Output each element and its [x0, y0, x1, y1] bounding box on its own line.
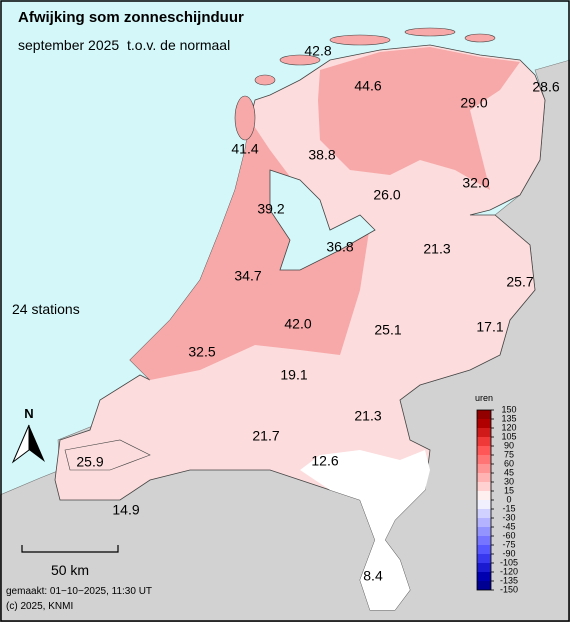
island	[64, 439, 151, 471]
colorbar-cell	[477, 554, 491, 563]
tick-label: 15	[504, 485, 514, 495]
tick-label: -150	[500, 584, 518, 594]
station-value: 42.0	[284, 316, 311, 332]
tick-label: -60	[502, 530, 515, 540]
island	[464, 33, 496, 43]
tick-label: -30	[502, 512, 515, 522]
station-value: 12.6	[311, 453, 338, 469]
station-value: 26.0	[373, 187, 400, 203]
station-value: 42.8	[304, 43, 331, 59]
colorbar-cell	[477, 428, 491, 437]
ijsselmeer	[269, 169, 376, 271]
stations-count: 24 stations	[12, 301, 80, 317]
station-value: 21.7	[252, 428, 279, 444]
colorbar-cell	[477, 509, 491, 518]
station-value: 19.1	[280, 367, 307, 383]
made: gemaakt: 01−10−2025, 11:30 UT	[6, 586, 152, 597]
station-value: 25.9	[76, 454, 103, 470]
tick-label: -135	[500, 575, 518, 585]
station-value: 14.9	[112, 502, 139, 518]
tick-label: 90	[504, 440, 514, 450]
station-value: 17.1	[476, 319, 503, 335]
tick-label: 105	[501, 431, 516, 441]
region-south	[300, 450, 430, 610]
north-arrow	[11, 424, 30, 464]
tick-label: -105	[500, 557, 518, 567]
region-west	[130, 120, 370, 380]
station-value: 38.8	[308, 147, 335, 163]
station-value: 32.5	[188, 344, 215, 360]
colorbar-cell	[477, 455, 491, 464]
colorbar-cell	[477, 500, 491, 509]
island	[234, 95, 256, 141]
station-value: 21.3	[423, 241, 450, 257]
colorbar-cell	[477, 464, 491, 473]
copyright: (c) 2025, KNMI	[6, 601, 73, 612]
tick-label: 45	[504, 467, 514, 477]
colorbar-cell	[477, 437, 491, 446]
scale-bar	[21, 545, 119, 553]
tick-label: -90	[502, 548, 515, 558]
subtitle: september 2025 t.o.v. de normaal	[18, 37, 230, 53]
station-value: 36.8	[326, 239, 353, 255]
tick-label: -15	[502, 503, 515, 513]
tick-label: 75	[504, 449, 514, 459]
colorbar-cell	[477, 545, 491, 554]
island	[279, 54, 321, 66]
title: Afwijking som zonneschijnduur	[18, 9, 244, 26]
island	[329, 34, 391, 46]
tick-label: -120	[500, 566, 518, 576]
legend-title: uren	[475, 393, 493, 403]
north-arrow	[29, 425, 45, 462]
colorbar-cell	[477, 491, 491, 500]
colorbar-cell	[477, 527, 491, 536]
station-value: 25.7	[506, 274, 533, 290]
colorbar-cell	[477, 473, 491, 482]
station-value: 8.4	[363, 568, 383, 584]
tick-label: 0	[506, 494, 511, 504]
tick-label: -75	[502, 539, 515, 549]
station-value: 25.1	[374, 322, 401, 338]
tick-label: 60	[504, 458, 514, 468]
station-value: 44.6	[354, 78, 381, 94]
island	[254, 74, 276, 86]
colorbar-cell	[477, 410, 491, 419]
colorbar-cell	[477, 419, 491, 428]
station-value: 29.0	[460, 95, 487, 111]
tick-label: 30	[504, 476, 514, 486]
island	[404, 27, 456, 37]
colorbar-cell	[477, 572, 491, 581]
colorbar-cell	[477, 518, 491, 527]
colorbar-cell	[477, 446, 491, 455]
tick-label: 120	[501, 422, 516, 432]
tick-label: 150	[501, 404, 516, 414]
station-value: 21.3	[354, 408, 381, 424]
colorbar-cell	[477, 563, 491, 572]
colorbar-cell	[477, 482, 491, 491]
colorbar-cell	[477, 581, 491, 590]
tick-label: 135	[501, 413, 516, 423]
station-value: 41.4	[231, 141, 258, 157]
colorbar-cell	[477, 536, 491, 545]
scale-label: 50 km	[51, 562, 89, 578]
station-value: 32.0	[462, 175, 489, 191]
north-label: N	[24, 406, 33, 421]
station-value: 34.7	[234, 268, 261, 284]
station-value: 39.2	[257, 201, 284, 217]
tick-label: -45	[502, 521, 515, 531]
region-north	[318, 47, 520, 190]
station-value: 28.6	[532, 79, 559, 95]
